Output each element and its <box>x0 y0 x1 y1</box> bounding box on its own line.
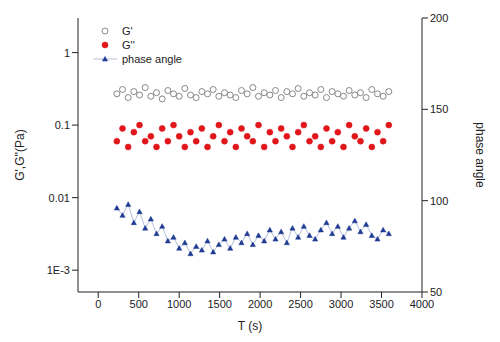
svg-text:200: 200 <box>430 12 448 24</box>
svg-text:500: 500 <box>130 298 148 310</box>
svg-text:0.01: 0.01 <box>49 192 70 204</box>
svg-text:2500: 2500 <box>288 298 312 310</box>
svg-text:1E-3: 1E-3 <box>47 264 70 276</box>
svg-text:3000: 3000 <box>329 298 353 310</box>
svg-text:150: 150 <box>430 103 448 115</box>
svg-text:100: 100 <box>430 195 448 207</box>
html-text:phase angle: phase angle <box>122 53 182 65</box>
svg-text:G',G''(Pa): G',G''(Pa) <box>13 129 27 181</box>
svg-text:1500: 1500 <box>207 298 231 310</box>
svg-text:2000: 2000 <box>248 298 272 310</box>
svg-text:50: 50 <box>430 286 442 298</box>
svg-text:4000: 4000 <box>410 298 434 310</box>
svg-text:1: 1 <box>64 47 70 59</box>
svg-text:3500: 3500 <box>369 298 393 310</box>
svg-text:phase angle: phase angle <box>473 122 487 188</box>
html-text:G'': G'' <box>122 39 135 51</box>
html-text:G': G' <box>122 25 133 37</box>
svg-text:1000: 1000 <box>167 298 191 310</box>
svg-text:T (s): T (s) <box>238 319 262 333</box>
svg-text:0.1: 0.1 <box>55 119 70 131</box>
svg-text:0: 0 <box>95 298 101 310</box>
